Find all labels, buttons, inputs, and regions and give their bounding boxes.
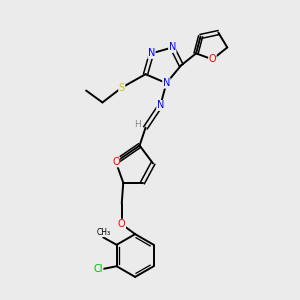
Text: O: O [118, 219, 126, 229]
Text: N: N [169, 43, 176, 52]
Text: N: N [148, 48, 155, 59]
Text: N: N [163, 78, 170, 88]
Text: CH₃: CH₃ [96, 228, 110, 237]
Text: S: S [119, 82, 125, 93]
Text: O: O [208, 54, 216, 64]
Text: N: N [157, 100, 164, 110]
Text: H: H [134, 120, 141, 129]
Text: O: O [112, 157, 120, 167]
Text: Cl: Cl [93, 264, 103, 274]
